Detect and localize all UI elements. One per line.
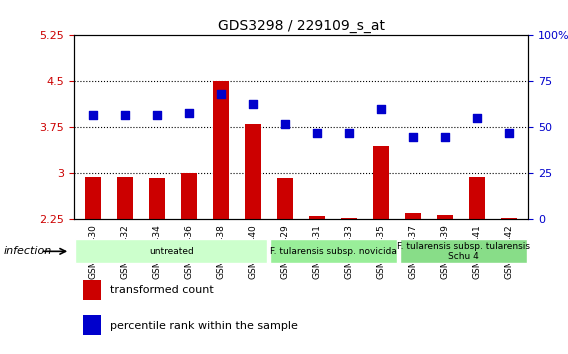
Text: F. tularensis subsp. novicida: F. tularensis subsp. novicida xyxy=(270,247,397,256)
Bar xyxy=(373,146,389,219)
Point xyxy=(152,112,161,118)
Point xyxy=(89,112,98,118)
Point xyxy=(504,130,513,136)
Point xyxy=(312,130,321,136)
Text: F. tularensis subsp. tularensis
Schu 4: F. tularensis subsp. tularensis Schu 4 xyxy=(397,242,530,261)
FancyBboxPatch shape xyxy=(400,239,527,263)
Bar xyxy=(341,218,357,219)
Bar xyxy=(181,173,197,219)
Point xyxy=(120,112,130,118)
Point xyxy=(377,106,386,112)
Point xyxy=(345,130,354,136)
Text: untreated: untreated xyxy=(149,247,194,256)
Point xyxy=(408,134,417,139)
Bar xyxy=(405,213,421,219)
Point xyxy=(281,121,290,127)
FancyBboxPatch shape xyxy=(270,239,397,263)
Point xyxy=(473,115,482,121)
Point xyxy=(248,101,257,106)
Bar xyxy=(501,218,517,219)
Bar xyxy=(469,177,485,219)
Text: transformed count: transformed count xyxy=(110,285,214,296)
Bar xyxy=(83,280,101,300)
Bar xyxy=(83,315,101,335)
Bar xyxy=(245,124,261,219)
Point xyxy=(441,134,450,139)
Bar xyxy=(437,215,453,219)
Bar xyxy=(277,178,293,219)
Text: infection: infection xyxy=(4,246,52,256)
Bar xyxy=(149,178,165,219)
Text: percentile rank within the sample: percentile rank within the sample xyxy=(110,320,298,331)
Bar xyxy=(117,177,133,219)
Title: GDS3298 / 229109_s_at: GDS3298 / 229109_s_at xyxy=(218,19,385,33)
Bar xyxy=(213,81,229,219)
Point xyxy=(185,110,194,115)
FancyBboxPatch shape xyxy=(76,239,267,263)
Bar xyxy=(309,216,325,219)
Point xyxy=(216,91,225,97)
Bar xyxy=(85,177,101,219)
